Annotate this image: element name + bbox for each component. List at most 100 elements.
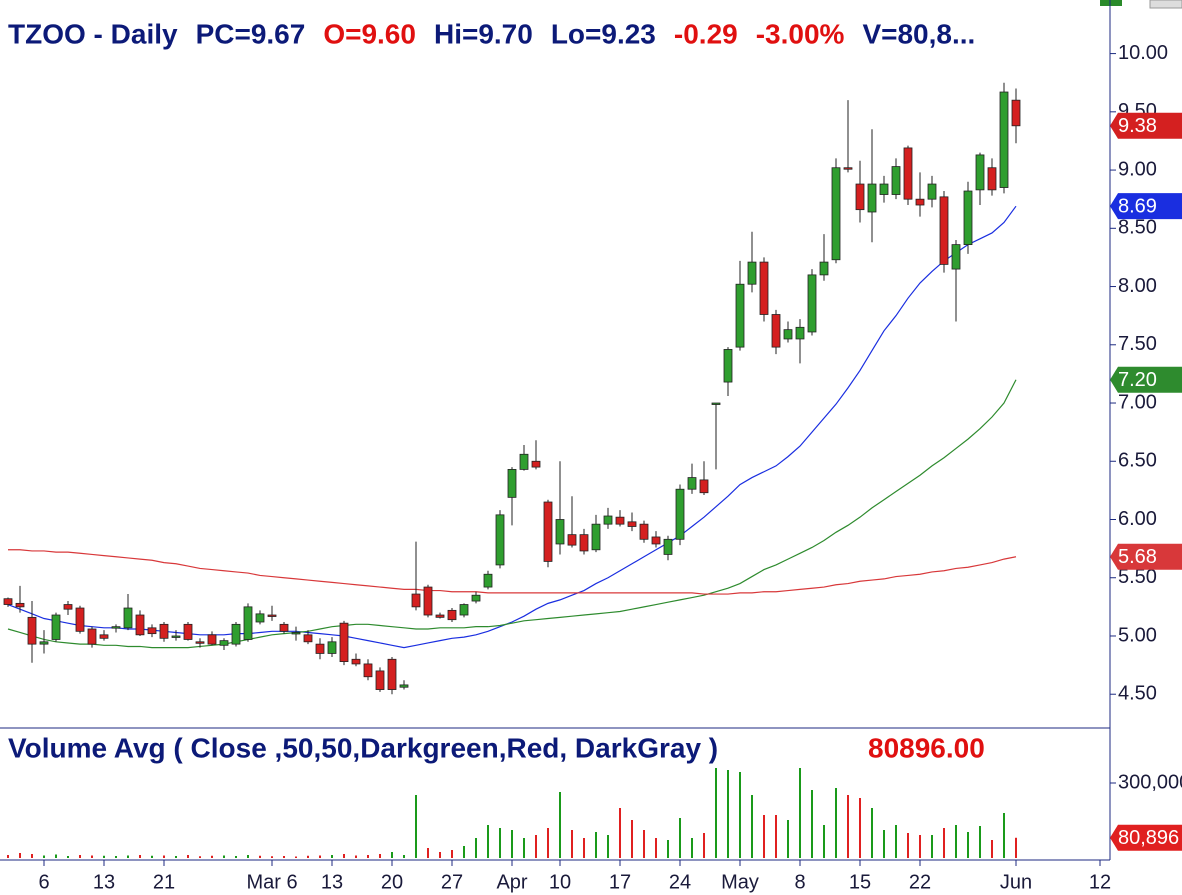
candle-body bbox=[363, 663, 373, 678]
candle-body bbox=[231, 623, 241, 645]
candle-body bbox=[987, 167, 997, 191]
candle-body bbox=[759, 261, 769, 315]
x-tick-label: 15 bbox=[849, 871, 871, 893]
candle-body bbox=[195, 641, 205, 644]
y-tick-label: 9.00 bbox=[1118, 158, 1157, 180]
candle-body bbox=[807, 274, 817, 333]
candle-body bbox=[723, 349, 733, 383]
header-item: -0.29 bbox=[674, 18, 738, 49]
candle-body bbox=[135, 614, 145, 636]
y-tick-label: 5.00 bbox=[1118, 624, 1157, 646]
candle-body bbox=[519, 453, 529, 470]
candle-body bbox=[843, 167, 853, 170]
candle-body bbox=[639, 523, 649, 540]
candle-body bbox=[495, 514, 505, 566]
y-tick-label: 8.00 bbox=[1118, 275, 1157, 297]
candle-body bbox=[75, 607, 85, 632]
candle-body bbox=[255, 613, 265, 623]
header-item: V=80,8... bbox=[862, 18, 975, 49]
x-tick-label: May bbox=[721, 871, 759, 893]
x-tick-label: 17 bbox=[609, 871, 631, 893]
candle-body bbox=[291, 632, 301, 635]
y-tick-label: 10.00 bbox=[1118, 42, 1168, 64]
candle-body bbox=[39, 641, 49, 645]
window-control bbox=[1100, 0, 1122, 6]
candle-body bbox=[51, 614, 61, 640]
candle-body bbox=[483, 573, 493, 588]
candle-body bbox=[963, 190, 973, 246]
ma-end-label-box bbox=[1110, 193, 1182, 220]
candle-body bbox=[927, 183, 937, 200]
x-tick-label: 20 bbox=[381, 871, 403, 893]
candle-body bbox=[855, 183, 865, 211]
candle-body bbox=[159, 623, 169, 639]
candle-body bbox=[951, 244, 961, 270]
y-tick-label: 6.00 bbox=[1118, 508, 1157, 530]
candle-body bbox=[615, 516, 625, 525]
candle-body bbox=[795, 326, 805, 340]
volume-end-label: 80,896 bbox=[1118, 827, 1179, 849]
candle-body bbox=[207, 634, 217, 645]
candle-body bbox=[783, 329, 793, 340]
candle-body bbox=[687, 477, 697, 490]
candle-body bbox=[111, 626, 121, 629]
candle-body bbox=[27, 616, 37, 645]
candle-body bbox=[975, 154, 985, 191]
x-tick-label: 12 bbox=[1089, 871, 1111, 893]
candle-body bbox=[339, 622, 349, 663]
candle-body bbox=[1011, 99, 1021, 127]
volume-title: Volume Avg ( Close ,50,50,Darkgreen,Red,… bbox=[8, 732, 718, 763]
moving-average-line bbox=[8, 549, 1017, 595]
candle-body bbox=[591, 523, 601, 551]
header-item: Hi=9.70 bbox=[434, 18, 533, 49]
volume-value: 80896.00 bbox=[868, 732, 985, 763]
header-item: TZOO - Daily bbox=[8, 18, 178, 49]
header-item: Lo=9.23 bbox=[551, 18, 656, 49]
candle-body bbox=[63, 604, 73, 610]
candle-body bbox=[603, 515, 613, 525]
candle-body bbox=[303, 634, 313, 643]
candle-body bbox=[243, 606, 253, 640]
candle-body bbox=[183, 623, 193, 640]
y-tick-label: 5.50 bbox=[1118, 566, 1157, 588]
moving-average-line bbox=[7, 379, 1017, 649]
x-tick-label: 24 bbox=[669, 871, 691, 893]
x-tick-label: 21 bbox=[153, 871, 175, 893]
candle-body bbox=[567, 534, 577, 546]
ma-end-label: 7.20 bbox=[1118, 369, 1157, 391]
candle-body bbox=[387, 658, 397, 690]
candle-body bbox=[735, 283, 745, 348]
candle-body bbox=[147, 627, 157, 635]
candle-body bbox=[915, 198, 925, 206]
candle-body bbox=[447, 609, 457, 621]
y-tick-label: 6.50 bbox=[1118, 450, 1157, 472]
volume-end-label-box bbox=[1110, 824, 1182, 851]
candle-body bbox=[579, 534, 589, 552]
candle-body bbox=[459, 604, 469, 616]
ma-end-label: 8.69 bbox=[1118, 195, 1157, 217]
candle-body bbox=[351, 658, 361, 665]
candle-body bbox=[99, 634, 109, 639]
x-tick-label: 10 bbox=[549, 871, 571, 893]
candle-body bbox=[267, 614, 277, 617]
candle-body bbox=[675, 488, 685, 540]
x-tick-label: 13 bbox=[93, 871, 115, 893]
candle-body bbox=[87, 628, 97, 645]
candle-body bbox=[423, 586, 433, 616]
x-tick-label: Jun bbox=[1000, 871, 1032, 893]
candle-body bbox=[531, 460, 541, 468]
candle-body bbox=[867, 183, 877, 213]
last-price-label: 9.38 bbox=[1118, 115, 1157, 137]
candle-body bbox=[471, 594, 481, 602]
candle-body bbox=[3, 598, 13, 605]
x-tick-label: 8 bbox=[794, 871, 805, 893]
last-price-label-box bbox=[1110, 112, 1182, 139]
candle-body bbox=[819, 261, 829, 276]
candle-body bbox=[375, 670, 385, 690]
candle-body bbox=[399, 684, 409, 688]
header-item: O=9.60 bbox=[323, 18, 416, 49]
ma-end-label: 5.68 bbox=[1118, 546, 1157, 568]
candle-body bbox=[699, 479, 709, 494]
candle-body bbox=[315, 643, 325, 654]
